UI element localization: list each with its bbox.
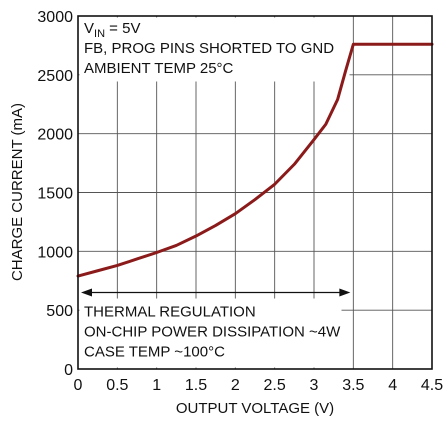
annotation-subscript: IN	[94, 28, 105, 40]
y-tick-label: 1500	[37, 186, 73, 203]
top-annotation-line: AMBIENT TEMP 25°C	[84, 60, 234, 77]
y-tick-label: 1000	[37, 244, 73, 261]
x-tick-label: 2.5	[264, 377, 286, 394]
bottom-annotation-line: CASE TEMP ~100°C	[84, 344, 225, 361]
series-layer	[76, 42, 434, 278]
plot-frame	[77, 15, 433, 370]
x-tick-label: 0	[74, 377, 83, 394]
bottom-annotation-line: THERMAL REGULATION	[84, 304, 256, 321]
x-tick-label: 4	[388, 377, 397, 394]
y-axis-label: CHARGE CURRENT (mA)	[9, 103, 26, 281]
annotation-main-text: FB, PROG PINS SHORTED TO GND	[84, 40, 334, 57]
top-annotation-line: FB, PROG PINS SHORTED TO GND	[84, 40, 334, 57]
y-tick-label: 2500	[37, 68, 73, 85]
x-tick-label: 1.5	[185, 377, 207, 394]
x-tick-label: 0.5	[106, 377, 128, 394]
arrow-head-right	[339, 288, 351, 297]
x-tick-label: 2	[231, 377, 240, 394]
bottom-annotation-line: ON-CHIP POWER DISSIPATION ~4W	[84, 324, 341, 341]
x-tick-label: 3	[310, 377, 319, 394]
y-tick-label: 2000	[37, 127, 73, 144]
arrow-head-left	[81, 288, 92, 297]
top-annotation-background	[79, 17, 350, 82]
bottom-annotation-background	[79, 298, 342, 368]
top-annotation-line: VIN = 5V	[84, 20, 140, 40]
annotation-rest-text: = 5V	[105, 20, 140, 37]
x-tick-label: 4.5	[421, 377, 443, 394]
x-axis-label: OUTPUT VOLTAGE (V)	[176, 400, 334, 417]
y-tick-label: 500	[46, 303, 73, 320]
tick-label-layer: 0 0.5 1 1.5 2 2.5 3 3.5 4 4.5 0 500 1000 1500 2000 2500…	[37, 9, 443, 394]
annotation-main-text: V	[84, 20, 94, 37]
series-line-0	[76, 42, 434, 278]
y-tick-label: 0	[64, 362, 73, 379]
annotation-main-text: AMBIENT TEMP 25°C	[84, 60, 234, 77]
x-tick-label: 1	[152, 377, 161, 394]
y-tick-label: 3000	[37, 9, 73, 26]
x-tick-label: 3.5	[342, 377, 364, 394]
